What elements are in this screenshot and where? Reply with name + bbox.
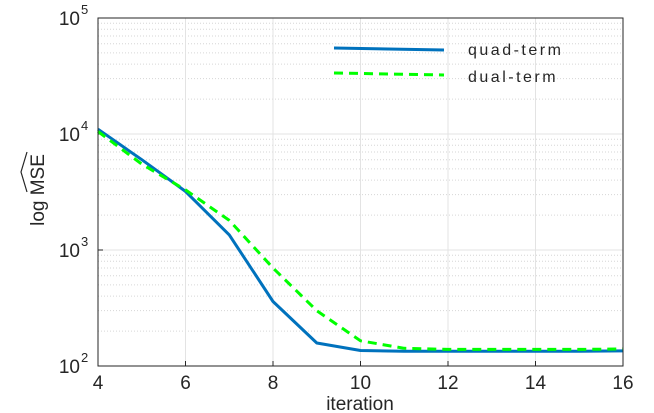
- x-axis-title: iteration: [326, 394, 394, 413]
- x-tick-label: 14: [525, 373, 547, 394]
- y-tick-label-base: 10: [59, 125, 80, 146]
- x-tick-labels: 4 6 8 10 12 14 16: [93, 373, 634, 394]
- plot-frame: [97, 17, 624, 367]
- legend-label-dual-term: dual-term: [468, 69, 558, 86]
- legend-line-dual-term: [333, 71, 445, 77]
- y-tick-label-exponent: 2: [81, 350, 88, 365]
- y-tick-label-base: 10: [59, 241, 80, 262]
- y-axis-title-hat: [20, 151, 28, 193]
- x-tick-label: 12: [437, 373, 458, 394]
- y-tick-label-exponent: 5: [81, 2, 88, 17]
- x-tick-label: 8: [268, 373, 279, 394]
- y-tick-label-base: 10: [59, 357, 80, 378]
- y-axis-title-text: log MSE: [28, 154, 49, 226]
- x-tick-label: 10: [350, 373, 371, 394]
- legend: quad-term dual-term: [333, 42, 563, 86]
- y-tick-label-base: 10: [59, 9, 80, 30]
- y-tick-label-exponent: 4: [81, 118, 88, 133]
- y-tick-label-exponent: 3: [81, 234, 88, 249]
- series-layer: [97, 127, 624, 353]
- y-axis-title: log MSE: [20, 151, 49, 226]
- x-tick-label: 16: [612, 373, 633, 394]
- x-tick-label: 4: [93, 373, 104, 394]
- legend-label-quad-term: quad-term: [468, 42, 563, 59]
- x-tick-label: 6: [180, 373, 191, 394]
- legend-line-quad-term: [333, 46, 445, 52]
